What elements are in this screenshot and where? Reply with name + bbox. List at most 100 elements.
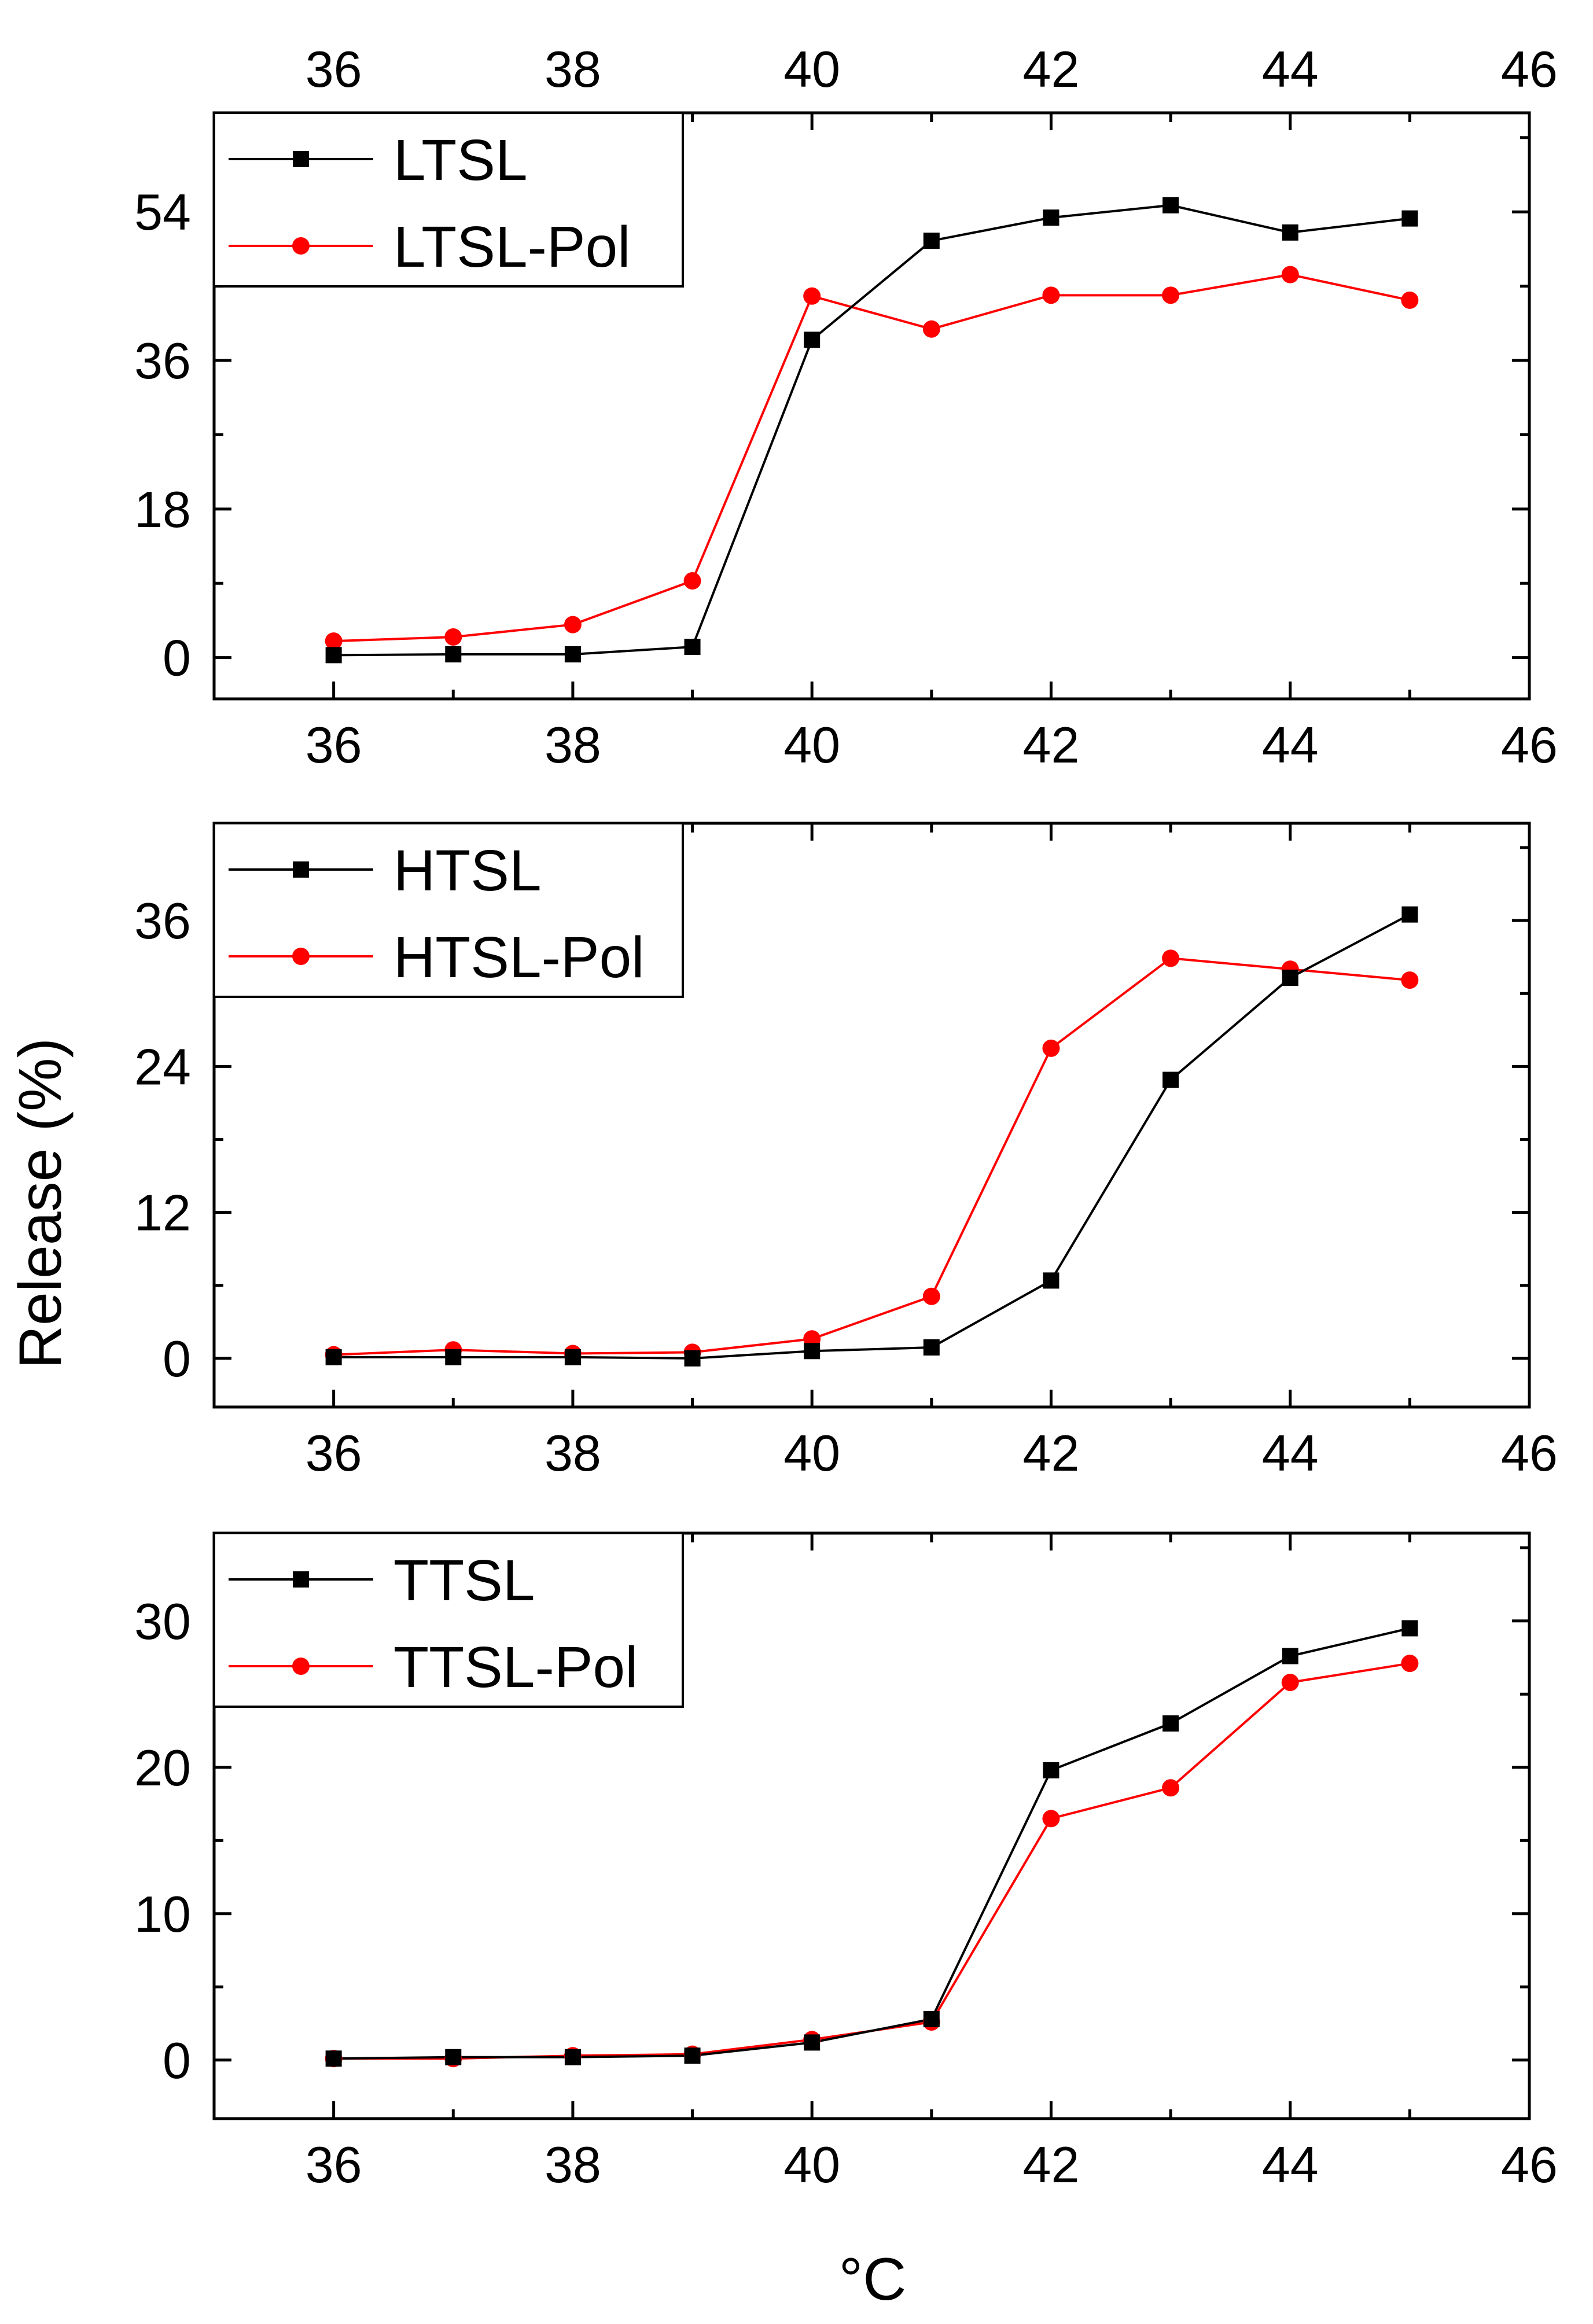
- x-tick-label-bottom: 38: [545, 1424, 601, 1482]
- legend-label-LTSL: LTSL: [393, 128, 528, 193]
- data-point-circle: [1162, 949, 1180, 967]
- series-line-TTSL: [333, 1627, 1410, 2060]
- legend-label-TTSL-Pol: TTSL-Pol: [393, 1635, 638, 1700]
- legend-label-LTSL-Pol: LTSL-Pol: [393, 215, 630, 279]
- data-point-square: [923, 2010, 940, 2027]
- x-tick-label-bottom: 44: [1262, 1424, 1319, 1482]
- x-axis-title: °C: [839, 2246, 907, 2313]
- data-point-square: [1162, 1715, 1179, 1732]
- series-line-LTSL: [333, 204, 1410, 657]
- y-axis-title: Release (%): [7, 1038, 74, 1369]
- y-tick-label: 0: [163, 1330, 191, 1387]
- x-tick-label-top: 42: [1023, 40, 1080, 98]
- data-point-square: [1401, 210, 1418, 227]
- legend-box: [213, 112, 684, 288]
- x-tick-label-bottom: 42: [1023, 1424, 1080, 1482]
- x-tick-label-bottom: 44: [1262, 716, 1319, 774]
- legend-label-HTSL-Pol: HTSL-Pol: [393, 925, 644, 990]
- x-tick-label-bottom: 42: [1023, 2136, 1080, 2193]
- data-point-circle: [564, 616, 582, 634]
- data-point-circle: [683, 572, 701, 590]
- x-tick-label-top: 40: [783, 40, 840, 98]
- data-point-circle: [1162, 286, 1180, 304]
- data-point-square: [684, 639, 701, 655]
- data-point-square: [325, 2050, 342, 2067]
- data-point-circle: [1401, 971, 1419, 989]
- series-line-LTSL-Pol: [333, 273, 1410, 643]
- data-point-square: [1282, 1648, 1298, 1664]
- data-point-square: [1162, 1071, 1179, 1088]
- data-point-square: [684, 2047, 701, 2064]
- y-tick-label: 24: [134, 1038, 191, 1095]
- data-point-square: [325, 647, 342, 664]
- plot-frame: [212, 822, 1531, 1409]
- x-tick-label-top: 46: [1501, 40, 1558, 98]
- data-point-square: [684, 1350, 701, 1367]
- data-point-square: [445, 646, 462, 662]
- y-tick-label: 0: [163, 2032, 191, 2089]
- data-point-square: [804, 332, 821, 348]
- panels: 36 36 38 38 40 40 42 42 44 44 46 46 0 18 36 54 LTSL LTSL-…: [134, 40, 1558, 2193]
- data-point-circle: [1281, 1674, 1299, 1692]
- legend-marker-square: [293, 1571, 309, 1588]
- data-point-circle: [1042, 1810, 1060, 1828]
- y-tick-label: 20: [134, 1739, 191, 1796]
- x-tick-label-bottom: 46: [1501, 1424, 1558, 1482]
- chart-panel-middle: 36 38 40 42 44 46 0 12 24 36 HTSL HTSL-Pol: [134, 822, 1558, 1482]
- x-tick-label-bottom: 46: [1501, 2136, 1558, 2193]
- legend-marker-circle: [292, 237, 310, 255]
- legend-label-HTSL: HTSL: [393, 838, 542, 903]
- data-point-square: [564, 1349, 581, 1365]
- x-tick-label-bottom: 40: [783, 1424, 840, 1482]
- legend: TTSL TTSL-Pol: [213, 1532, 684, 1708]
- data-point-square: [1401, 906, 1418, 923]
- data-point-square: [445, 2049, 462, 2065]
- y-tick-label: 12: [134, 1184, 191, 1242]
- data-point-square: [1401, 1620, 1418, 1637]
- data-point-square: [923, 233, 940, 249]
- data-point-circle: [922, 1287, 940, 1305]
- data-point-square: [1043, 1272, 1059, 1289]
- x-tick-label-top: 38: [545, 40, 601, 98]
- legend-marker-square: [293, 861, 309, 878]
- legend-label-TTSL: TTSL: [393, 1548, 535, 1613]
- data-point-circle: [922, 320, 940, 338]
- plot-frame: [212, 111, 1531, 701]
- y-tick-label: 0: [163, 629, 191, 687]
- y-tick-label: 18: [134, 481, 191, 538]
- data-point-square: [445, 1349, 462, 1365]
- data-point-circle: [1281, 266, 1299, 283]
- series-line-HTSL-Pol: [333, 957, 1410, 1356]
- x-tick-label-bottom: 38: [545, 716, 601, 774]
- data-point-square: [1162, 197, 1179, 213]
- x-tick-label-top: 36: [306, 40, 362, 98]
- legend: HTSL HTSL-Pol: [213, 822, 684, 998]
- data-point-square: [564, 2049, 581, 2065]
- legend-marker-circle: [292, 1658, 310, 1675]
- data-point-circle: [1042, 1039, 1060, 1057]
- y-tick-label: 30: [134, 1593, 191, 1650]
- y-tick-label: 10: [134, 1885, 191, 1943]
- data-point-circle: [1162, 1779, 1180, 1797]
- data-point-circle: [1042, 286, 1060, 304]
- y-tick-label: 54: [134, 183, 191, 241]
- x-tick-label-bottom: 40: [783, 2136, 840, 2193]
- data-point-square: [1043, 209, 1059, 226]
- data-point-square: [1282, 969, 1298, 986]
- data-point-square: [564, 646, 581, 662]
- y-tick-label: 36: [134, 892, 191, 949]
- x-tick-label-bottom: 36: [306, 2136, 362, 2193]
- x-tick-label-bottom: 46: [1501, 716, 1558, 774]
- x-tick-label-bottom: 40: [783, 716, 840, 774]
- data-point-circle: [325, 632, 343, 650]
- data-point-square: [804, 1343, 821, 1360]
- x-tick-label-bottom: 36: [306, 1424, 362, 1482]
- data-point-square: [1282, 224, 1298, 241]
- chart-panel-bottom: 36 38 40 42 44 46 0 10 20 30 TTSL TTSL-Pol: [134, 1531, 1558, 2193]
- data-point-circle: [1401, 1655, 1419, 1673]
- series-line-TTSL-Pol: [333, 1662, 1410, 2060]
- legend: LTSL LTSL-Pol: [213, 112, 684, 288]
- chart-panel-top: 36 36 38 38 40 40 42 42 44 44 46 46 0 18 36 54 LTSL LTSL-…: [134, 40, 1558, 774]
- data-point-circle: [444, 628, 462, 646]
- x-tick-label-bottom: 36: [306, 716, 362, 774]
